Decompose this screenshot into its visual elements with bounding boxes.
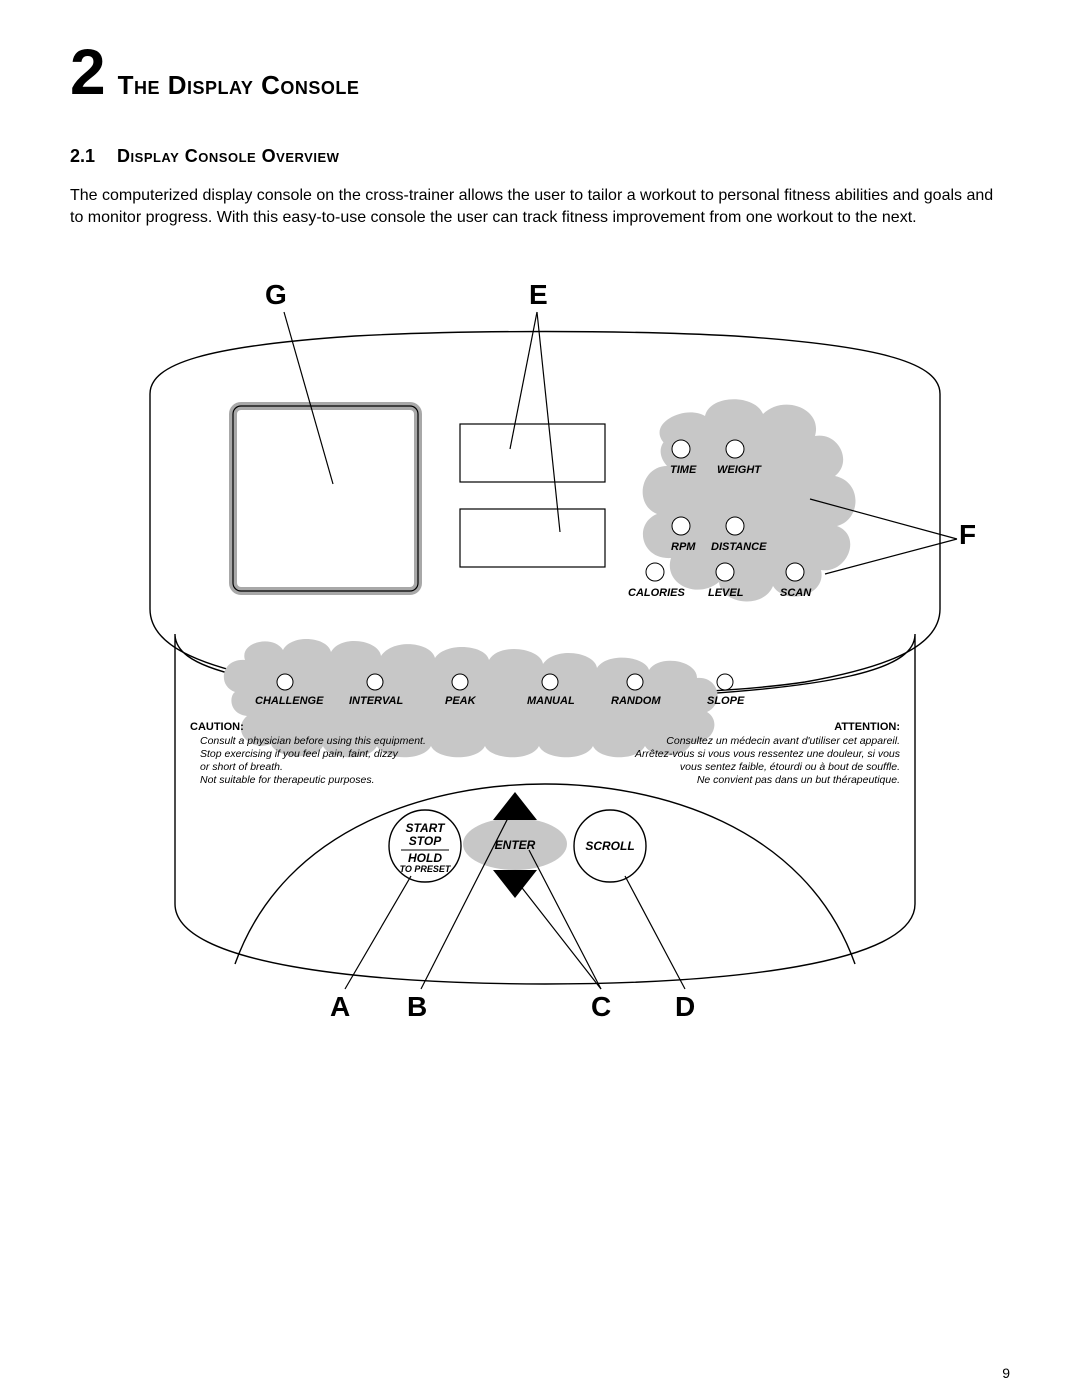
main-display	[233, 406, 418, 591]
program-peak: PEAK	[445, 695, 477, 707]
callout-f: F	[959, 519, 975, 550]
caution-head-en: CAUTION:	[190, 721, 244, 733]
indicator-scan: SCAN	[780, 587, 812, 599]
indicator-time: TIME	[670, 464, 697, 476]
section-title: Display Console Overview	[117, 146, 339, 167]
console-figure: TIME WEIGHT RPM DISTANCE CALORIES LEVEL …	[105, 264, 975, 1024]
indicator-cloud	[643, 399, 856, 601]
section-number: 2.1	[70, 146, 95, 167]
indicator-calories: CALORIES	[628, 587, 686, 599]
callout-a: A	[330, 991, 350, 1022]
callout-d: D	[675, 991, 695, 1022]
caution-fr-2: Arrêtez-vous si vous vous ressentez une …	[634, 748, 901, 760]
chapter-heading: 2 The Display Console	[70, 40, 1010, 104]
program-manual: MANUAL	[527, 695, 575, 707]
caution-en-2: Stop exercising if you feel pain, faint,…	[200, 748, 399, 760]
indicator-rpm: RPM	[671, 541, 696, 553]
callout-b: B	[407, 991, 427, 1022]
hold-label: HOLD	[408, 851, 442, 865]
leader-c-2	[519, 884, 601, 989]
program-slope: SLOPE	[707, 695, 745, 707]
scroll-label: SCROLL	[585, 839, 634, 853]
caution-head-fr: ATTENTION:	[834, 721, 900, 733]
chapter-title: The Display Console	[118, 70, 360, 101]
program-challenge: CHALLENGE	[255, 695, 324, 707]
callout-g: G	[265, 279, 287, 310]
caution-en-3: or short of breath.	[200, 761, 283, 773]
arrow-down-button[interactable]	[493, 870, 537, 898]
caution-fr-4: Ne convient pas dans un but thérapeutiqu…	[697, 774, 900, 786]
control-pod-arc	[235, 784, 855, 964]
caution-fr-3: vous sentez faible, étourdi ou à bout de…	[680, 761, 900, 773]
section-heading: 2.1 Display Console Overview	[70, 146, 1010, 167]
page-number: 9	[1002, 1365, 1010, 1381]
caution-fr-1: Consultez un médecin avant d'utiliser ce…	[666, 735, 900, 747]
chapter-number: 2	[70, 40, 106, 104]
leader-e-2	[537, 312, 560, 532]
caution-en-4: Not suitable for therapeutic purposes.	[200, 774, 375, 786]
indicator-distance: DISTANCE	[711, 541, 767, 553]
page: 2 The Display Console 2.1 Display Consol…	[0, 0, 1080, 1397]
stop-label: STOP	[409, 834, 442, 848]
program-random: RANDOM	[611, 695, 661, 707]
arrow-up-button[interactable]	[493, 792, 537, 820]
leader-d	[625, 876, 685, 989]
small-display-lower	[460, 509, 605, 567]
leader-a	[345, 876, 411, 989]
program-interval: INTERVAL	[349, 695, 403, 707]
preset-label: TO PRESET	[400, 864, 452, 874]
callout-c: C	[591, 991, 611, 1022]
indicator-weight: WEIGHT	[717, 464, 762, 476]
leader-e-1	[510, 312, 537, 449]
small-display-upper	[460, 424, 605, 482]
callout-e: E	[529, 279, 548, 310]
caution-en-1: Consult a physician before using this eq…	[200, 735, 426, 747]
overview-paragraph: The computerized display console on the …	[70, 185, 1010, 228]
indicator-level: LEVEL	[708, 587, 744, 599]
start-label: START	[406, 821, 447, 835]
